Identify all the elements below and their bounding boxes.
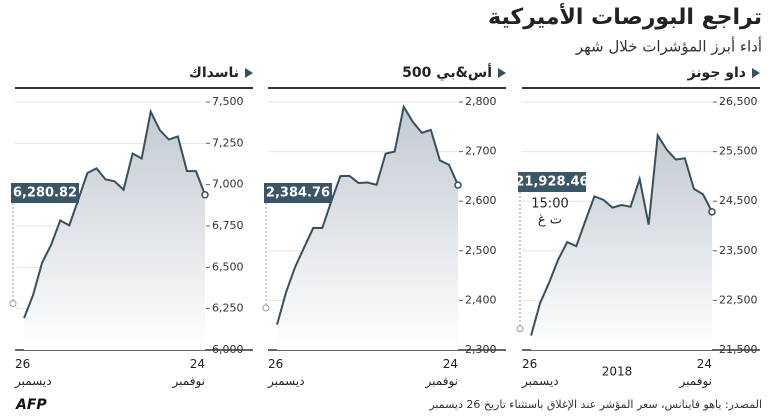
afp-logo: AFP [15,397,47,413]
y-tick-label: 26,500 [719,95,758,108]
end-point [708,208,716,216]
callout-box [264,183,332,203]
y-tick-label: 6,750 [212,219,244,232]
title-marker [752,68,760,78]
end-point [454,181,462,189]
x-tick-label: 24 نوفمبر [679,357,712,389]
area-fill [24,111,205,350]
panel-title: ناسداك [189,65,239,81]
y-tick-label: 6,500 [212,260,244,273]
callout-label: 2,384.76 [266,186,330,201]
callout-label: 21,928.46 [515,175,588,190]
y-tick-label: 7,500 [212,95,244,108]
y-tick-label: 2,500 [465,244,497,257]
y-tick-label: 22,500 [719,293,758,306]
y-tick-label: 2,600 [465,194,497,207]
title-marker [498,68,506,78]
y-tick-label: 2,800 [465,95,497,108]
x-tick-label: 26 ديسمبر [14,357,52,389]
x-tick-label: 24 نوفمبر [172,357,205,389]
x-tick-label: 24 نوفمبر [425,357,458,389]
callout-point [516,325,524,333]
page-title: تراجع البورصات الأميركية [488,2,762,30]
index-line [23,108,206,319]
index-line [276,104,459,325]
y-tick-label: 7,250 [212,136,244,149]
index-line [530,132,713,336]
y-tick-label: 2,400 [465,293,497,306]
callout-point [262,304,270,312]
y-tick-label: 25,500 [719,145,758,158]
y-tick-label: 24,500 [719,194,758,207]
callout-box [518,172,586,192]
callout-point [9,300,17,308]
x-tick-label: 26 ديسمبر [521,357,559,389]
area-fill [277,106,458,350]
callout-label: 6,280.82 [13,186,77,201]
time-note: ت غ [538,213,562,228]
y-tick-label: 23,500 [719,244,758,257]
x-tick-label: 26 ديسمبر [267,357,305,389]
year-label: 2018 [602,365,633,379]
source-note: المصدر: ياهو فاينانس، سعر المؤشر عند الإ… [428,398,762,411]
time-note: 15:00 [531,197,568,212]
area-fill [531,135,712,350]
callout-box [11,183,79,203]
panel-title: داو جونز [687,65,746,81]
page-subtitle: أداء أبرز المؤشرات خلال شهر [575,37,762,56]
y-tick-label: 7,000 [212,178,244,191]
title-marker [245,68,253,78]
y-tick-label: 2,700 [465,145,497,158]
panel-title: أس&بي 500 [402,63,492,81]
y-tick-label: 6,250 [212,302,244,315]
end-point [201,191,209,199]
